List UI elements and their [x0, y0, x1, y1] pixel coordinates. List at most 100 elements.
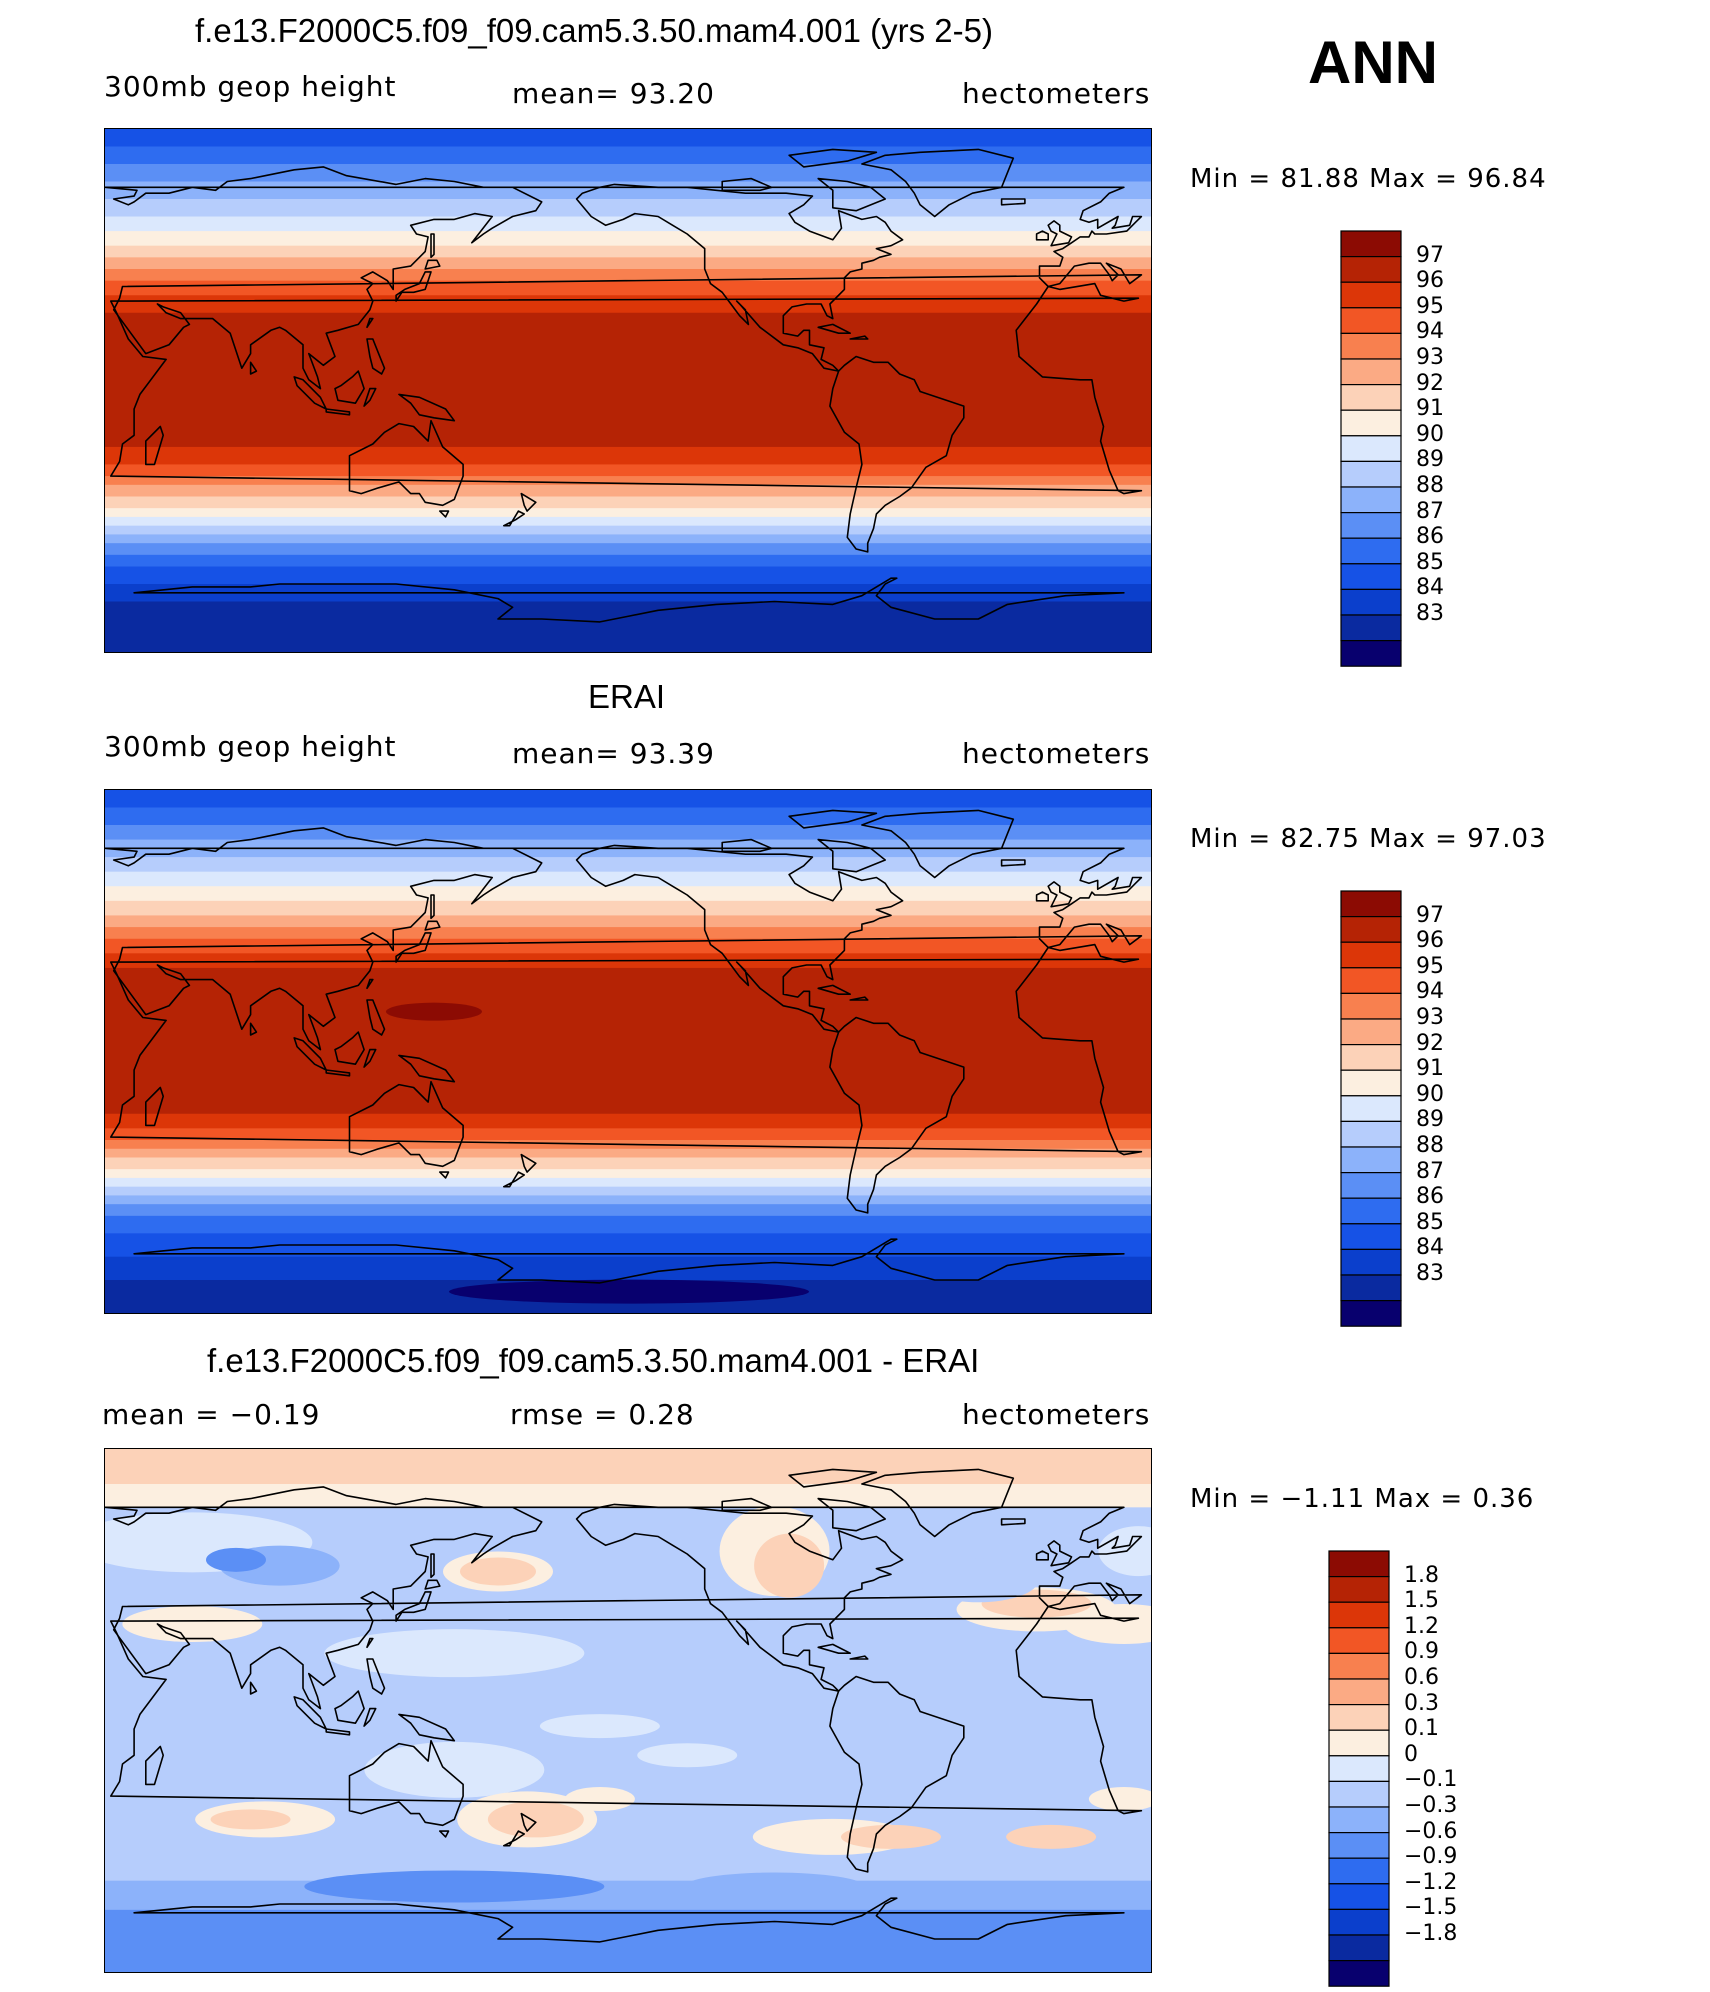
colorbar-level-label: −0.9 — [1404, 1844, 1458, 1870]
field-blob — [210, 1809, 291, 1830]
field-blob — [918, 1558, 1039, 1603]
colorbar-level-label: 95 — [1416, 293, 1444, 319]
season-label: ANN — [1308, 29, 1438, 96]
colorbar-swatch — [1328, 1601, 1390, 1629]
coastline-northamerica — [575, 183, 904, 372]
colorbar-swatch — [1340, 384, 1402, 411]
field-band — [105, 554, 1151, 568]
field-band — [105, 484, 1151, 498]
coastline-cuba — [817, 1643, 851, 1654]
coastline-borneo — [334, 370, 365, 404]
colorbar-swatch — [1340, 1197, 1402, 1225]
colorbar-level-label: 97 — [1416, 902, 1444, 928]
colorbar-swatch — [1340, 409, 1402, 437]
colorbar-swatch — [1340, 358, 1402, 386]
panel-3-colorbar: 1.8 1.5 1.2 0.9 0.6 0.3 0.1 0 −0.1 −0.3 −0.6 −0.9 −1… — [1328, 1550, 1457, 1992]
coastline-northamerica — [575, 844, 904, 1033]
field-band — [105, 1215, 1151, 1234]
field-band — [105, 871, 1151, 887]
coastline-java — [325, 1069, 351, 1077]
field-band — [105, 1880, 1151, 1911]
field-band — [105, 199, 1151, 218]
coastline-sulawesi — [363, 1048, 377, 1068]
colorbar-swatches — [1340, 890, 1402, 1327]
colorbar-level-label: 86 — [1416, 524, 1444, 550]
coastline-newguinea — [398, 1054, 456, 1083]
colorbar-swatch — [1328, 1678, 1390, 1706]
colorbar-swatch — [1328, 1857, 1390, 1885]
coastline-nz_n — [520, 1812, 537, 1832]
panel-1-map — [104, 128, 1152, 653]
coastline-nz_n — [520, 1153, 537, 1173]
field-band — [105, 1128, 1151, 1141]
colorbar-swatch — [1340, 1120, 1402, 1148]
colorbar-level-label: −0.6 — [1404, 1818, 1458, 1844]
coastline-victoria — [721, 1497, 773, 1512]
panel-1-variable-label: 300mb geop height — [104, 70, 397, 103]
colorbar-swatch — [1340, 332, 1402, 360]
colorbar-swatch — [1328, 1550, 1390, 1578]
field-band — [105, 464, 1151, 477]
coastline-sakhalin — [430, 894, 435, 920]
field-blob — [206, 1547, 266, 1572]
colorbar-swatch — [1340, 890, 1402, 918]
colorbar-level-label: 89 — [1416, 447, 1444, 473]
colorbar-swatch — [1340, 941, 1402, 969]
coastline-greenland — [861, 809, 1015, 879]
colorbar-level-label: 92 — [1416, 1030, 1444, 1056]
coastline-ireland — [1035, 230, 1049, 241]
field-band — [105, 1157, 1151, 1170]
coastline-hokkaido — [424, 1579, 441, 1590]
map-canvas — [105, 129, 1151, 652]
panel-3-rmse-label: rmse = 0.28 — [510, 1398, 695, 1431]
coastline-newguinea — [398, 393, 456, 422]
coastline-taiwan — [366, 317, 374, 329]
coastline-nz_s — [503, 1171, 525, 1188]
coastline-southamerica — [829, 1675, 965, 1873]
panel-2-title: ERAI — [588, 678, 666, 715]
field-blob — [564, 1787, 635, 1811]
field-blob — [122, 1606, 263, 1642]
coastline-taiwan — [366, 1637, 374, 1649]
colorbar-level-label: 90 — [1416, 1081, 1444, 1107]
colorbar-level-label: −1.5 — [1404, 1895, 1458, 1921]
panel-1-colorbar: 97 96 95 94 93 92 91 90 89 88 87 86 85 84 83 — [1340, 230, 1444, 672]
coastline-southamerica — [829, 1016, 965, 1214]
coastline-java — [325, 408, 351, 416]
coastline-antarctica — [133, 577, 1125, 623]
colorbar-swatch — [1340, 1069, 1402, 1097]
colorbar-swatch — [1340, 486, 1402, 514]
coastline-southamerica — [829, 355, 965, 553]
panel-2-variable-label: 300mb geop height — [104, 730, 397, 763]
field-blob — [1006, 1824, 1097, 1849]
field-band — [105, 1195, 1151, 1205]
field-band — [105, 181, 1151, 200]
colorbar-level-label: 1.5 — [1404, 1588, 1439, 1614]
field-band — [105, 516, 1151, 527]
map-canvas — [105, 1449, 1151, 1972]
colorbar-level-label: 87 — [1416, 1158, 1444, 1184]
colorbar-level-label: 85 — [1416, 549, 1444, 575]
colorbar-swatch — [1340, 230, 1402, 258]
colorbar-swatch — [1340, 1172, 1402, 1199]
coastline-madagascar — [145, 1745, 164, 1786]
colorbar-swatch — [1340, 1146, 1402, 1174]
colorbar-swatch — [1340, 1044, 1402, 1071]
colorbar-level-label: 87 — [1416, 498, 1444, 524]
coastline-eurasia — [105, 827, 1143, 1051]
coastlines — [105, 809, 1143, 1284]
coastline-japan — [395, 1591, 432, 1622]
coastline-tasmania — [439, 1830, 450, 1838]
colorbar-swatch — [1340, 435, 1402, 463]
colorbar-swatch — [1328, 1780, 1390, 1808]
field-band — [105, 446, 1151, 466]
colorbar-swatch — [1328, 1908, 1390, 1936]
field-band — [105, 1169, 1151, 1179]
field-band — [105, 280, 1151, 296]
panel-3-title: f.e13.F2000C5.f09_f09.cam5.3.50.mam4.001… — [207, 1342, 980, 1379]
field-band — [105, 1449, 1151, 1485]
colorbar-swatch — [1340, 537, 1402, 565]
colorbar-swatch — [1328, 1960, 1390, 1987]
colorbar-swatch — [1340, 1248, 1402, 1276]
coastline-hispaniola — [849, 335, 869, 340]
